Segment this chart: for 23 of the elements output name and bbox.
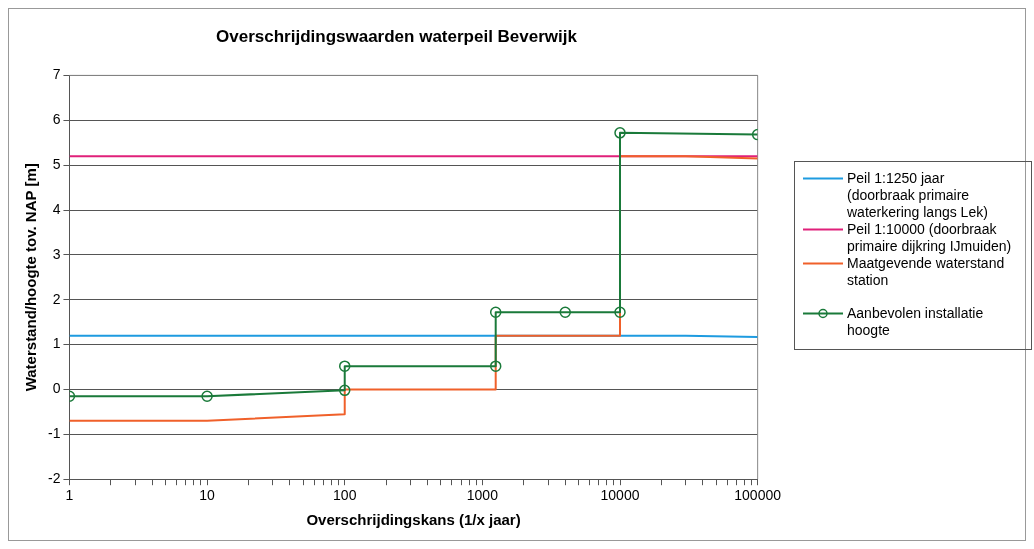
x-tick-label: 100000 bbox=[734, 487, 782, 504]
x-tick-label: 100 bbox=[333, 487, 357, 504]
y-tick-label: 1 bbox=[52, 335, 61, 352]
y-tick-label: -1 bbox=[48, 425, 61, 442]
y-tick-label: 5 bbox=[52, 155, 61, 172]
legend-label: Peil 1:10000 (doorbraak primaire dijkring IJmuiden) bbox=[847, 221, 1013, 255]
legend-label: Maatgevende waterstand station bbox=[847, 255, 1006, 289]
y-tick-label: 0 bbox=[52, 380, 61, 397]
x-axis-title: Overschrijdingskans (1/x jaar) bbox=[306, 511, 521, 529]
x-tick-label: 1000 bbox=[466, 487, 499, 504]
y-tick-label: 2 bbox=[52, 290, 61, 307]
x-tick-label: 10 bbox=[199, 487, 216, 504]
y-tick-label: 7 bbox=[52, 66, 61, 83]
y-tick-label: 6 bbox=[52, 111, 61, 128]
y-axis-title: Waterstand/hoogte tov. NAP [m] bbox=[22, 163, 40, 392]
legend-label: Aanbevolen installatie hoogte bbox=[847, 305, 985, 339]
y-tick-label: -2 bbox=[48, 470, 61, 487]
legend-label: Peil 1:1250 jaar (doorbraak primaire waterkering langs Lek) bbox=[847, 170, 989, 221]
chart-title: Overschrijdingswaarden waterpeil Beverwijk bbox=[216, 26, 578, 46]
x-tick-label: 10000 bbox=[600, 487, 640, 504]
y-tick-label: 3 bbox=[52, 245, 61, 262]
y-tick-label: 4 bbox=[52, 200, 61, 217]
x-tick-label: 1 bbox=[65, 487, 74, 504]
